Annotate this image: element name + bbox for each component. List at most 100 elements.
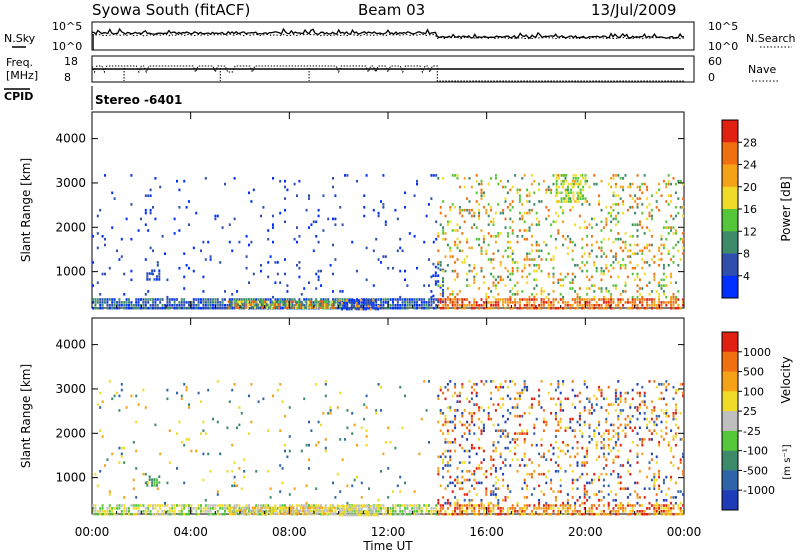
- radar-echo-cell: [552, 298, 555, 301]
- radar-echo-cell: [171, 298, 174, 301]
- radar-echo-cell: [272, 214, 274, 218]
- radar-echo-cell: [216, 301, 219, 304]
- radar-echo-cell: [250, 304, 253, 307]
- radar-echo-cell: [286, 188, 289, 192]
- radar-echo-cell: [646, 197, 649, 200]
- radar-echo-cell: [192, 301, 195, 304]
- radar-echo-cell: [658, 397, 661, 401]
- radar-echo-cell: [665, 432, 668, 435]
- radar-echo-cell: [655, 507, 658, 510]
- radar-echo-cell: [665, 412, 668, 415]
- radar-echo-cell: [377, 307, 380, 311]
- radar-echo-cell: [178, 304, 181, 307]
- radar-echo-cell: [665, 284, 668, 287]
- radar-echo-cell: [636, 304, 639, 307]
- radar-echo-cell: [439, 388, 442, 392]
- radar-echo-cell: [586, 275, 589, 279]
- radar-echo-cell: [432, 262, 435, 266]
- radar-echo-cell: [428, 258, 430, 261]
- colorbar-outline: [721, 331, 739, 511]
- radar-echo-cell: [578, 391, 581, 395]
- radar-echo-cell: [104, 174, 106, 177]
- radar-echo-cell: [290, 506, 293, 510]
- radar-echo-cell: [576, 487, 579, 490]
- radar-echo-cell: [648, 229, 651, 232]
- radar-echo-cell: [456, 467, 459, 470]
- radar-echo-cell: [564, 507, 567, 510]
- radar-echo-cell: [533, 298, 536, 301]
- radar-echo-cell: [595, 443, 598, 447]
- radar-echo-cell: [638, 293, 641, 296]
- radar-echo-cell: [554, 388, 557, 392]
- radar-echo-cell: [458, 504, 461, 507]
- radar-echo-cell: [451, 293, 454, 296]
- radar-echo-cell: [598, 499, 601, 502]
- radar-echo-cell: [294, 512, 297, 515]
- radar-echo-cell: [545, 504, 548, 507]
- radar-echo-cell: [200, 432, 202, 435]
- radar-echo-cell: [260, 512, 262, 516]
- radar-echo-cell: [638, 185, 641, 189]
- radar-echo-cell: [382, 301, 385, 304]
- radar-echo-cell: [324, 449, 327, 453]
- radar-echo-cell: [212, 417, 214, 421]
- radar-echo-cell: [317, 510, 320, 513]
- radar-echo-cell: [480, 229, 483, 232]
- radar-echo-cell: [557, 306, 560, 310]
- radar-echo-cell: [132, 306, 135, 310]
- radar-echo-cell: [108, 510, 111, 513]
- radar-echo-cell: [135, 504, 138, 507]
- radar-echo-cell: [576, 478, 579, 482]
- radar-echo-cell: [619, 177, 622, 180]
- radar-echo-cell: [372, 510, 375, 514]
- radar-echo-cell: [272, 301, 274, 304]
- radar-echo-cell: [526, 385, 529, 389]
- radar-echo-cell: [574, 435, 577, 438]
- radar-echo-cell: [324, 298, 327, 301]
- radar-echo-cell: [140, 306, 142, 310]
- radar-echo-cell: [308, 467, 310, 470]
- radar-echo-cell: [439, 261, 442, 264]
- radar-echo-cell: [437, 501, 440, 505]
- radar-echo-cell: [612, 499, 615, 502]
- radar-echo-cell: [377, 298, 380, 301]
- radar-echo-cell: [367, 302, 370, 305]
- radar-echo-cell: [583, 406, 586, 409]
- radar-echo-cell: [442, 200, 445, 203]
- radar-echo-cell: [461, 383, 464, 386]
- radar-echo-cell: [458, 420, 461, 424]
- radar-echo-cell: [96, 301, 99, 304]
- radar-echo-cell: [154, 512, 157, 516]
- radar-echo-cell: [264, 298, 267, 301]
- radar-echo-cell: [149, 188, 152, 192]
- radar-echo-cell: [576, 304, 579, 307]
- radar-echo-cell: [286, 290, 289, 293]
- radar-echo-cell: [582, 197, 585, 200]
- radar-echo-cell: [590, 243, 593, 247]
- radar-echo-cell: [528, 194, 531, 197]
- radar-echo-cell: [244, 506, 247, 510]
- radar-echo-cell: [233, 484, 236, 488]
- radar-echo-cell: [677, 426, 680, 430]
- radar-echo-cell: [600, 388, 603, 392]
- radar-echo-cell: [238, 510, 241, 513]
- radar-echo-cell: [542, 504, 545, 507]
- radar-echo-cell: [631, 397, 634, 401]
- radar-echo-cell: [231, 388, 234, 392]
- radar-echo-cell: [655, 417, 658, 421]
- radar-echo-cell: [312, 306, 315, 310]
- radar-echo-cell: [316, 300, 319, 304]
- radar-echo-cell: [382, 306, 385, 310]
- radar-echo-cell: [559, 400, 562, 403]
- radar-echo-cell: [499, 179, 502, 183]
- radar-echo-cell: [679, 412, 682, 415]
- radar-echo-cell: [128, 507, 130, 510]
- radar-echo-cell: [338, 302, 341, 305]
- radar-echo-cell: [324, 504, 327, 507]
- radar-echo-cell: [273, 512, 276, 515]
- radar-echo-cell: [542, 493, 545, 496]
- radar-echo-cell: [188, 304, 190, 307]
- radar-echo-cell: [607, 269, 610, 273]
- radar-echo-cell: [679, 438, 682, 441]
- radar-echo-cell: [542, 298, 545, 301]
